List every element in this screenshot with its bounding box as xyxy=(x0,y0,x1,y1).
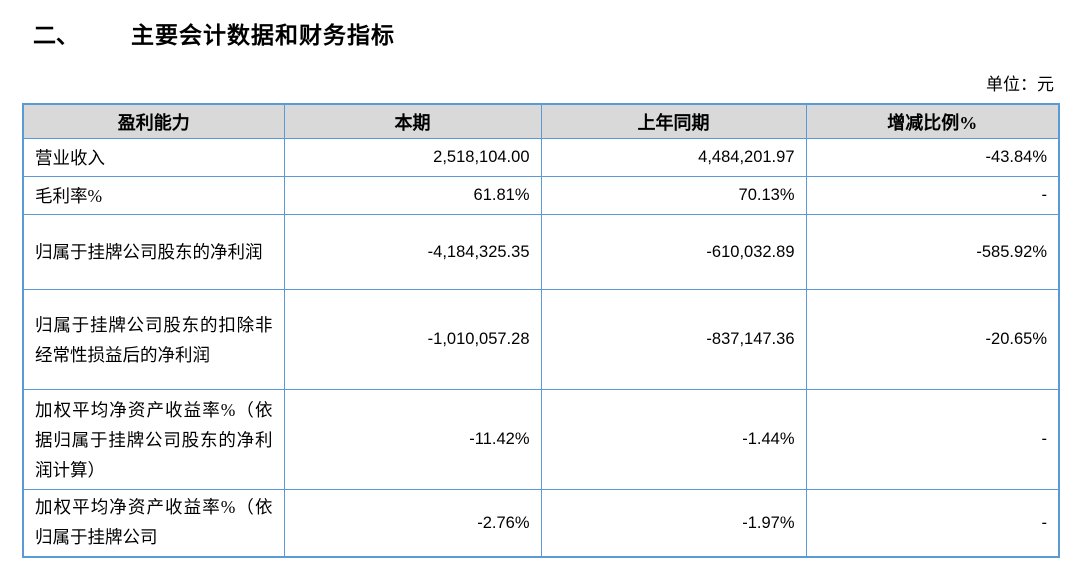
col-header-profitability: 盈利能力 xyxy=(22,103,285,139)
row-label: 毛利率% xyxy=(22,176,285,215)
change-ratio-value: - xyxy=(805,176,1060,215)
row-label: 归属于挂牌公司股东的扣除非经常性损益后的净利润 xyxy=(22,289,285,390)
change-ratio-value: - xyxy=(805,489,1060,558)
current-period-value: -2.76% xyxy=(283,489,542,558)
table-row-weighted-avg-roe-net-profit: 加权平均净资产收益率%（依据归属于挂牌公司股东的净利润计算） -11.42% -… xyxy=(22,389,1060,490)
table-row-operating-revenue: 营业收入 2,518,104.00 4,484,201.97 -43.84% xyxy=(22,138,1060,177)
table-row-weighted-avg-roe-truncated: 加权平均净资产收益率%（依归属于挂牌公司 -2.76% -1.97% - xyxy=(22,489,1060,558)
unit-label: 单位：元 xyxy=(986,75,1054,94)
row-label: 加权平均净资产收益率%（依据归属于挂牌公司股东的净利润计算） xyxy=(22,389,285,490)
current-period-value: -11.42% xyxy=(283,389,542,490)
section-heading: 二、 主要会计数据和财务指标 xyxy=(33,16,395,50)
col-header-change-ratio: 增减比例% xyxy=(805,103,1060,139)
change-ratio-value: -43.84% xyxy=(805,138,1060,177)
table-row-net-profit-attributable: 归属于挂牌公司股东的净利润 -4,184,325.35 -610,032.89 … xyxy=(22,214,1060,290)
change-ratio-value: -20.65% xyxy=(805,289,1060,390)
prior-period-value: -837,147.36 xyxy=(540,289,807,390)
prior-period-value: -1.44% xyxy=(540,389,807,490)
table-row-net-profit-after-nonrecurring: 归属于挂牌公司股东的扣除非经常性损益后的净利润 -1,010,057.28 -8… xyxy=(22,289,1060,390)
table-header-row: 盈利能力 本期 上年同期 增减比例% xyxy=(22,103,1060,139)
current-period-value: -1,010,057.28 xyxy=(283,289,542,390)
row-label: 归属于挂牌公司股东的净利润 xyxy=(22,214,285,290)
prior-period-value: 70.13% xyxy=(540,176,807,215)
row-label: 营业收入 xyxy=(22,138,285,177)
row-label: 加权平均净资产收益率%（依归属于挂牌公司 xyxy=(22,489,285,558)
current-period-value: 2,518,104.00 xyxy=(283,138,542,177)
prior-period-value: 4,484,201.97 xyxy=(540,138,807,177)
prior-period-value: -1.97% xyxy=(540,489,807,558)
current-period-value: 61.81% xyxy=(283,176,542,215)
current-period-value: -4,184,325.35 xyxy=(283,214,542,290)
financial-indicators-table: 盈利能力 本期 上年同期 增减比例% 营业收入 2,518,104.00 4,4… xyxy=(22,103,1060,558)
col-header-current-period: 本期 xyxy=(283,103,542,139)
table-row-gross-margin: 毛利率% 61.81% 70.13% - xyxy=(22,176,1060,215)
prior-period-value: -610,032.89 xyxy=(540,214,807,290)
col-header-prior-period: 上年同期 xyxy=(540,103,807,139)
page-title: 主要会计数据和财务指标 xyxy=(131,23,395,48)
change-ratio-value: -585.92% xyxy=(805,214,1060,290)
change-ratio-value: - xyxy=(805,389,1060,490)
section-number: 二、 xyxy=(33,23,79,48)
